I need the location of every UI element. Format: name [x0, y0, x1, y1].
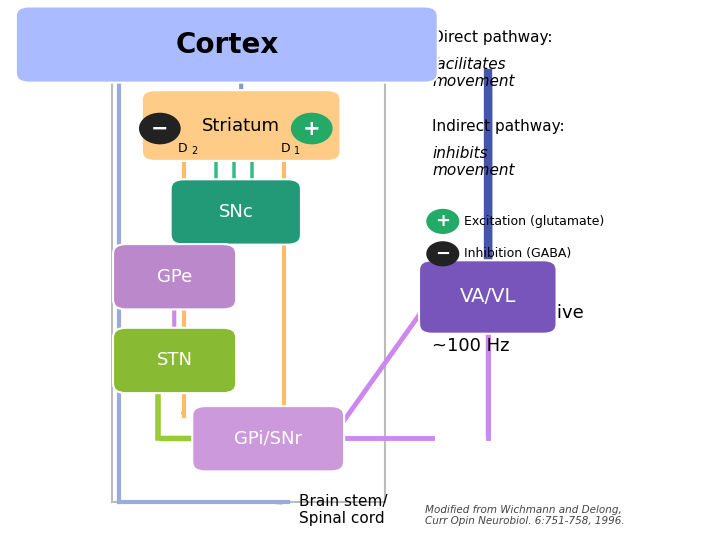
FancyBboxPatch shape [113, 328, 236, 393]
Text: +: + [303, 118, 320, 139]
Text: Direct pathway:: Direct pathway: [432, 30, 552, 45]
Text: Inhibition (GABA): Inhibition (GABA) [464, 247, 572, 260]
Circle shape [427, 242, 459, 266]
Text: * tonically active: * tonically active [432, 304, 584, 322]
Text: Striatum: Striatum [202, 117, 280, 134]
Text: 2: 2 [191, 146, 197, 157]
Circle shape [292, 113, 332, 144]
FancyBboxPatch shape [171, 179, 301, 245]
Text: GPi/SNr: GPi/SNr [234, 430, 302, 448]
Circle shape [427, 210, 459, 233]
FancyBboxPatch shape [113, 244, 236, 309]
Text: −: − [435, 245, 451, 263]
Bar [112, 73, 385, 502]
Text: facilitates
movement: facilitates movement [432, 57, 515, 89]
Text: *: * [115, 266, 127, 287]
FancyBboxPatch shape [192, 406, 344, 471]
Text: ~100 Hz: ~100 Hz [432, 336, 510, 355]
Text: *: * [194, 435, 206, 456]
Text: Brain stem/
Spinal cord: Brain stem/ Spinal cord [299, 494, 387, 526]
Text: −: − [151, 118, 168, 139]
Text: D: D [281, 142, 290, 155]
Text: GPe: GPe [157, 268, 192, 286]
Text: D: D [178, 142, 187, 155]
Text: inhibits
movement: inhibits movement [432, 146, 515, 178]
Text: 1: 1 [294, 146, 300, 157]
Text: Modified from Wichmann and Delong,
Curr Opin Neurobiol. 6:751-758, 1996.: Modified from Wichmann and Delong, Curr … [425, 505, 624, 526]
FancyBboxPatch shape [419, 260, 557, 334]
FancyBboxPatch shape [142, 90, 341, 161]
Text: SNc: SNc [218, 203, 253, 221]
Circle shape [140, 113, 180, 144]
Text: Cortex: Cortex [175, 31, 279, 58]
Text: VA/VL: VA/VL [459, 287, 516, 307]
Text: Excitation (glutamate): Excitation (glutamate) [464, 215, 605, 228]
Text: +: + [436, 212, 450, 231]
FancyBboxPatch shape [16, 6, 438, 83]
Text: STN: STN [157, 352, 193, 369]
Text: Indirect pathway:: Indirect pathway: [432, 119, 564, 134]
